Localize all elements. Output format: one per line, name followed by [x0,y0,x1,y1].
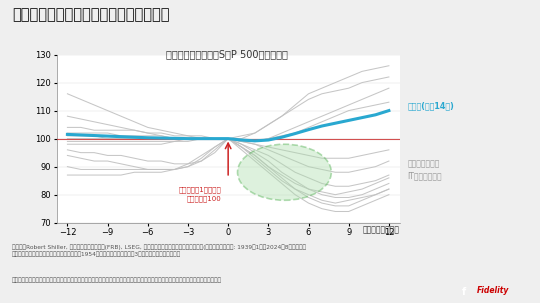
Text: あらゆる記述やチャートは、例示目的もしくは過去の実績であり、将来の傾向、数値等を保証もしくは示唆するものではありません。: あらゆる記述やチャートは、例示目的もしくは過去の実績であり、将来の傾向、数値等を… [12,277,222,283]
Ellipse shape [238,144,331,200]
Text: 平均値(過去14回): 平均値(過去14回) [408,102,455,111]
Text: （出所）Robert Shiller, 米連邦準備制度理事会(FRB), LSEG, フィデリティ・インスティテュート。(注）データの期間: 1939年1月～2: （出所）Robert Shiller, 米連邦準備制度理事会(FRB), LSE… [12,244,306,257]
Text: （経過した月数）: （経過した月数） [362,225,400,235]
Text: 米利下げ後の株価のリターンの特徴は？: 米利下げ後の株価のリターンの特徴は？ [12,8,170,23]
Text: 世界金融危機後
ITバブル崩壊後: 世界金融危機後 ITバブル崩壊後 [408,159,442,180]
Text: 利下げ開始1ヵ月前の
株価水準＝100: 利下げ開始1ヵ月前の 株価水準＝100 [179,186,221,202]
Text: 米利下げ開始前後のS＆P 500のリターン: 米利下げ開始前後のS＆P 500のリターン [166,49,288,59]
Text: Fidelity: Fidelity [477,286,509,295]
Text: f: f [462,287,467,297]
